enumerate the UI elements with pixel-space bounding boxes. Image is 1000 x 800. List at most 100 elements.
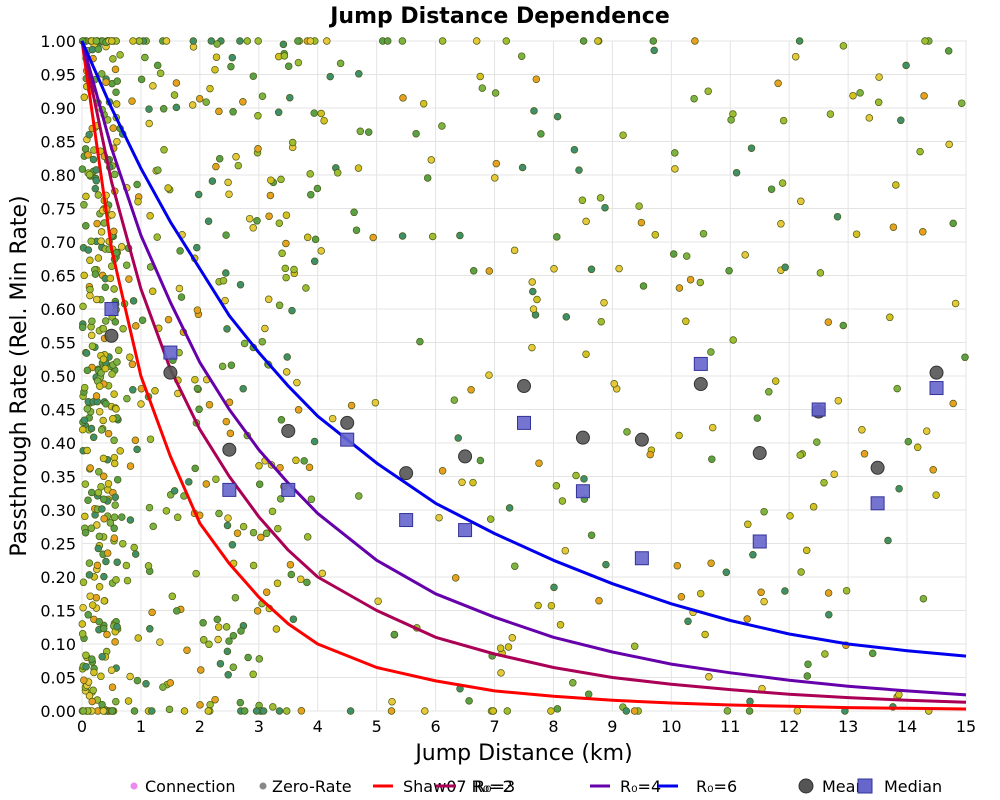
scatter-point [94,45,103,53]
scatter-point [781,587,789,595]
scatter-point [212,53,221,61]
scatter-point [149,522,157,531]
scatter-point [472,37,481,45]
scatter-point [90,668,98,677]
scatter-point [824,318,833,326]
scatter-point [128,360,137,369]
scatter-point [196,701,204,709]
scatter-point [282,368,291,376]
scatter-point [108,370,116,378]
scatter-point [80,271,88,280]
curve-r-4 [80,40,967,697]
scatter-point [102,78,110,86]
scatter-point [492,159,501,168]
scatter-point [813,438,821,446]
scatter-point [834,396,843,405]
scatter-point [419,99,428,108]
scatter-point [165,705,174,714]
scatter-point [497,669,505,677]
scatter-point [830,470,838,478]
scatter-point [189,37,198,45]
scatter-point [218,362,227,371]
y-axis-label: Passthrough Rate (Rel. Min Rate) [7,195,32,556]
scatter-point [278,249,286,258]
scatter-point [267,176,275,184]
scatter-point [550,583,558,592]
scatter-point [797,197,805,206]
scatter-point [195,405,203,414]
scatter-point [113,475,122,484]
scatter-point [916,147,924,156]
scatter-point [821,650,829,658]
scatter-point [168,592,177,601]
scatter-point [336,59,345,68]
scatter-point [639,282,648,290]
scatter-point [601,203,609,212]
scatter-point [323,37,331,45]
scatter-point [364,128,373,136]
scatter-point [145,503,154,512]
scatter-point [103,549,112,557]
scatter-point [254,112,262,120]
scatter-point [579,37,588,45]
scatter-point [920,92,928,100]
scatter-point [116,447,124,455]
y-tick-label: 0.95 [40,66,76,85]
mean-marker [281,423,296,438]
scatter-point [99,324,108,333]
scatter-point [412,129,420,138]
scatter-point [435,513,443,522]
scatter-point [110,436,118,445]
scatter-point [85,559,94,567]
median-marker [222,482,237,497]
scatter-point [699,229,708,238]
scatter-point [114,346,123,355]
scatter-point [159,683,167,691]
scatter-point [85,571,94,579]
scatter-point [684,617,692,626]
scatter-point [949,219,957,228]
scatter-point [288,138,297,147]
scatter-point [211,695,219,704]
scatter-point [753,414,762,422]
scatter-point [584,690,593,698]
median-marker [575,484,590,499]
scatter-point [561,546,570,555]
scatter-point [602,560,610,569]
scatter-point [110,390,118,398]
scatter-point [214,635,222,644]
scatter-point [294,406,303,414]
scatter-point [110,170,119,179]
scatter-point [635,202,643,210]
scatter-point [243,37,252,45]
scatter-point [228,541,237,549]
scatter-point [88,655,96,663]
scatter-point [78,323,87,332]
scatter-point [87,524,96,532]
y-tick-label: 0.60 [40,300,76,319]
scatter-point [123,576,132,585]
scatter-point [743,615,751,623]
scatter-point [570,145,579,154]
scatter-point [222,623,231,631]
scatter-point [690,94,698,103]
x-tick-label: 6 [431,717,441,736]
scatter-point [208,177,217,185]
scatter-point [99,495,108,503]
y-tick-label: 0.50 [40,367,76,386]
scatter-point [175,284,184,293]
scatter-point [78,425,87,434]
scatter-point [212,162,220,171]
scatter-point [575,166,583,174]
scatter-point [204,707,213,715]
scatter-point [550,265,558,273]
scatter-point [94,254,103,262]
scatter-point [849,91,857,100]
scatter-point [276,495,285,503]
scatter-point [249,670,257,679]
scatter-point [88,317,96,325]
x-tick-label: 5 [372,717,382,736]
scatter-point [112,88,120,96]
scatter-point [249,561,258,570]
scatter-point [195,94,204,103]
